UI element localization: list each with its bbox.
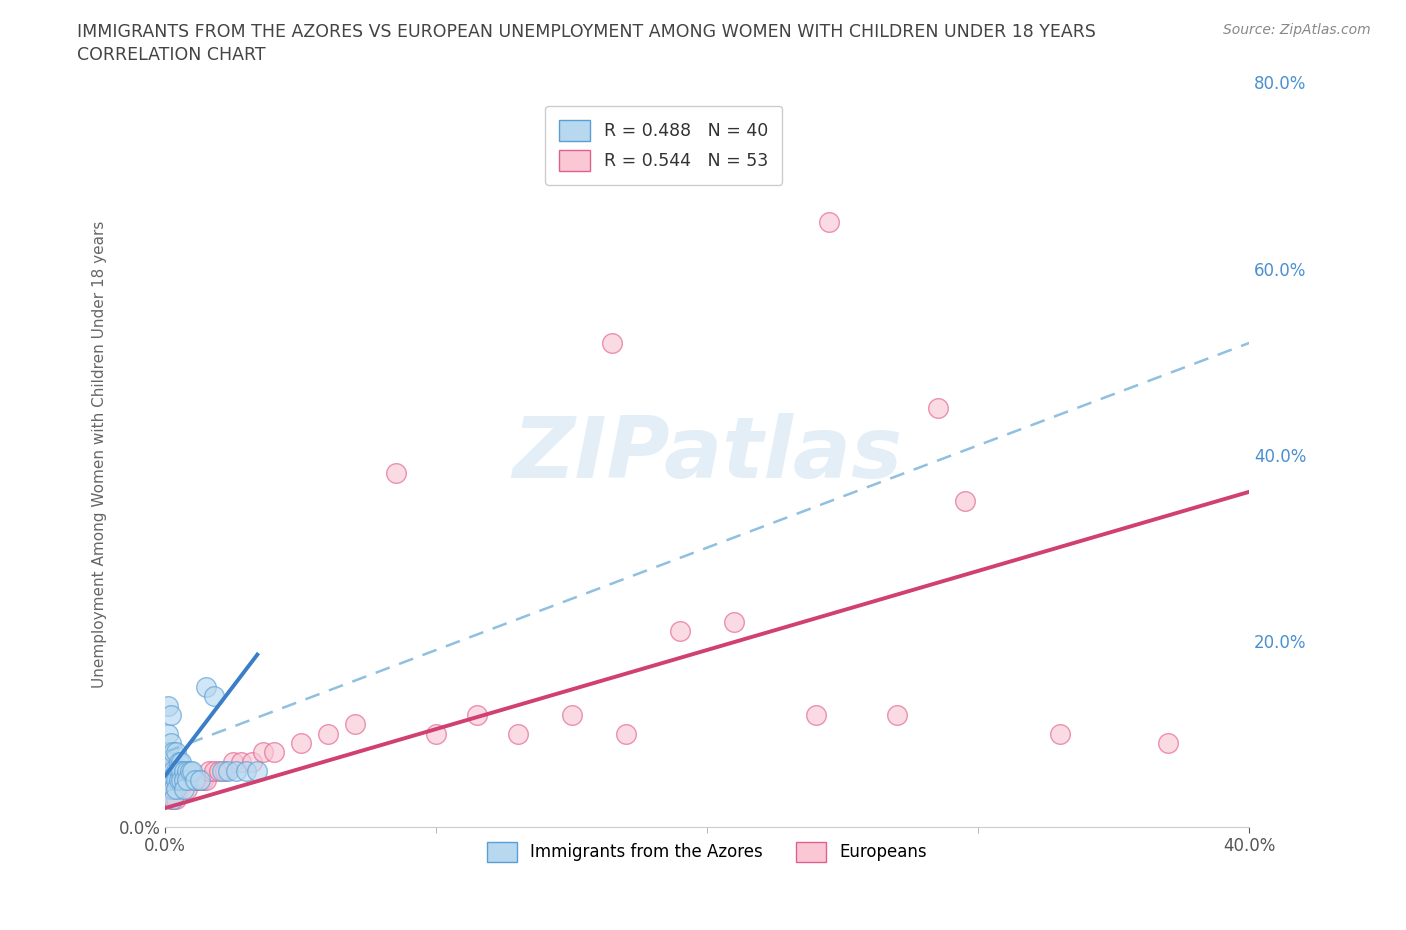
- Point: [190, 773, 212, 788]
- Point: [202, 764, 225, 778]
- Point: [602, 336, 624, 351]
- Point: [263, 745, 285, 760]
- Point: [886, 708, 908, 723]
- Point: [165, 782, 187, 797]
- Point: [170, 773, 193, 788]
- Point: [162, 791, 184, 806]
- Point: [1049, 726, 1071, 741]
- Point: [217, 764, 239, 778]
- Point: [170, 773, 193, 788]
- Point: [384, 466, 406, 481]
- Point: [165, 773, 187, 788]
- Point: [159, 791, 181, 806]
- Point: [343, 717, 366, 732]
- Point: [184, 773, 207, 788]
- Point: [156, 745, 179, 760]
- Point: [252, 745, 274, 760]
- Point: [561, 708, 583, 723]
- Point: [1157, 736, 1180, 751]
- Point: [669, 624, 692, 639]
- Point: [165, 745, 187, 760]
- Point: [173, 773, 195, 788]
- Text: ZIPatlas: ZIPatlas: [512, 413, 903, 496]
- Point: [162, 773, 184, 788]
- Point: [165, 782, 187, 797]
- Point: [316, 726, 339, 741]
- Point: [159, 754, 181, 769]
- Point: [225, 764, 247, 778]
- Point: [173, 773, 195, 788]
- Point: [162, 764, 184, 778]
- Point: [179, 773, 201, 788]
- Point: [211, 764, 233, 778]
- Point: [156, 773, 179, 788]
- Point: [170, 754, 193, 769]
- Point: [167, 782, 190, 797]
- Point: [162, 782, 184, 797]
- Point: [162, 773, 184, 788]
- Point: [162, 791, 184, 806]
- Point: [156, 782, 179, 797]
- Point: [159, 782, 181, 797]
- Point: [290, 736, 312, 751]
- Point: [176, 782, 198, 797]
- Point: [194, 773, 217, 788]
- Y-axis label: Unemployment Among Women with Children Under 18 years: Unemployment Among Women with Children U…: [93, 221, 107, 688]
- Point: [723, 615, 745, 630]
- Point: [197, 764, 219, 778]
- Point: [167, 773, 190, 788]
- Point: [156, 726, 179, 741]
- Point: [159, 708, 181, 723]
- Point: [159, 773, 181, 788]
- Point: [927, 401, 949, 416]
- Point: [465, 708, 488, 723]
- Point: [214, 764, 236, 778]
- Point: [179, 764, 201, 778]
- Point: [165, 773, 187, 788]
- Point: [167, 773, 190, 788]
- Point: [156, 698, 179, 713]
- Point: [176, 773, 198, 788]
- Point: [229, 754, 252, 769]
- Point: [167, 764, 190, 778]
- Point: [191, 773, 214, 788]
- Point: [162, 782, 184, 797]
- Point: [170, 764, 193, 778]
- Point: [167, 754, 190, 769]
- Point: [425, 726, 447, 741]
- Point: [159, 782, 181, 797]
- Point: [953, 494, 976, 509]
- Point: [240, 754, 263, 769]
- Point: [804, 708, 827, 723]
- Legend: Immigrants from the Azores, Europeans: Immigrants from the Azores, Europeans: [478, 833, 936, 870]
- Point: [181, 773, 204, 788]
- Point: [818, 215, 841, 230]
- Point: [190, 773, 212, 788]
- Point: [184, 773, 207, 788]
- Point: [222, 754, 245, 769]
- Point: [173, 782, 195, 797]
- Point: [194, 680, 217, 695]
- Point: [176, 764, 198, 778]
- Point: [165, 791, 187, 806]
- Point: [162, 745, 184, 760]
- Point: [235, 764, 257, 778]
- Point: [208, 764, 231, 778]
- Point: [159, 773, 181, 788]
- Text: Source: ZipAtlas.com: Source: ZipAtlas.com: [1223, 23, 1371, 37]
- Text: IMMIGRANTS FROM THE AZORES VS EUROPEAN UNEMPLOYMENT AMONG WOMEN WITH CHILDREN UN: IMMIGRANTS FROM THE AZORES VS EUROPEAN U…: [77, 23, 1097, 41]
- Point: [246, 764, 269, 778]
- Point: [159, 764, 181, 778]
- Point: [187, 773, 209, 788]
- Text: CORRELATION CHART: CORRELATION CHART: [77, 46, 266, 64]
- Point: [156, 773, 179, 788]
- Point: [165, 764, 187, 778]
- Point: [181, 764, 204, 778]
- Point: [176, 773, 198, 788]
- Point: [173, 764, 195, 778]
- Point: [614, 726, 637, 741]
- Point: [159, 736, 181, 751]
- Point: [202, 689, 225, 704]
- Point: [506, 726, 529, 741]
